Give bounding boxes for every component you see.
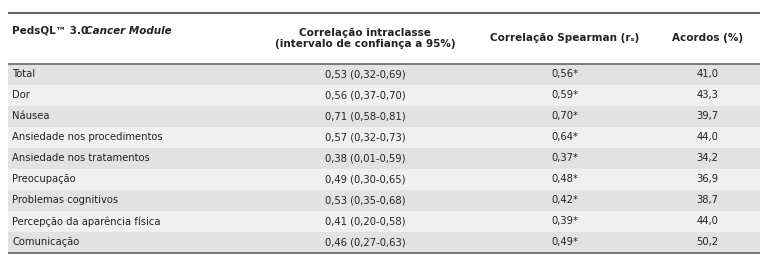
Text: Ansiedade nos procedimentos: Ansiedade nos procedimentos	[12, 132, 163, 143]
Text: 0,59*: 0,59*	[551, 90, 578, 101]
Text: 0,56 (0,37-0,70): 0,56 (0,37-0,70)	[325, 90, 406, 101]
Text: Problemas cognitivos: Problemas cognitivos	[12, 195, 118, 206]
Text: 43,3: 43,3	[697, 90, 719, 101]
Text: 0,56*: 0,56*	[551, 69, 578, 80]
Text: Total: Total	[12, 69, 35, 80]
Text: 0,70*: 0,70*	[551, 111, 578, 122]
Text: Preocupação: Preocupação	[12, 174, 76, 185]
Text: 36,9: 36,9	[697, 174, 719, 185]
Text: Correlação Spearman (rₛ): Correlação Spearman (rₛ)	[490, 33, 639, 44]
Text: 0,71 (0,58-0,81): 0,71 (0,58-0,81)	[325, 111, 406, 122]
Text: 34,2: 34,2	[697, 153, 719, 164]
Bar	[8, 148, 760, 169]
Bar	[8, 190, 760, 211]
Text: 0,53 (0,35-0,68): 0,53 (0,35-0,68)	[325, 195, 406, 206]
Text: Correlação intraclasse
(intervalo de confiança a 95%): Correlação intraclasse (intervalo de con…	[275, 28, 455, 49]
Text: PedsQL™ 3.0: PedsQL™ 3.0	[12, 26, 92, 36]
Bar	[8, 232, 760, 253]
Text: Acordos (%): Acordos (%)	[672, 33, 743, 44]
Text: 0,46 (0,27-0,63): 0,46 (0,27-0,63)	[325, 237, 406, 248]
Text: Ansiedade nos tratamentos: Ansiedade nos tratamentos	[12, 153, 150, 164]
Text: 0,64*: 0,64*	[551, 132, 578, 143]
Text: 0,42*: 0,42*	[551, 195, 578, 206]
Text: 39,7: 39,7	[697, 111, 719, 122]
Bar	[8, 127, 760, 148]
Bar	[8, 211, 760, 232]
Text: Dor: Dor	[12, 90, 30, 101]
Bar	[8, 13, 760, 64]
Text: 0,41 (0,20-0,58): 0,41 (0,20-0,58)	[325, 216, 406, 227]
Text: 0,49 (0,30-0,65): 0,49 (0,30-0,65)	[325, 174, 406, 185]
Text: Cancer Module: Cancer Module	[85, 26, 172, 36]
Text: 0,53 (0,32-0,69): 0,53 (0,32-0,69)	[325, 69, 406, 80]
Text: 44,0: 44,0	[697, 216, 719, 227]
Text: 0,37*: 0,37*	[551, 153, 578, 164]
Text: 50,2: 50,2	[697, 237, 719, 248]
Bar	[8, 64, 760, 85]
Text: Comunicação: Comunicação	[12, 237, 80, 248]
Bar	[8, 85, 760, 106]
Text: Náusea: Náusea	[12, 111, 50, 122]
Text: 0,48*: 0,48*	[551, 174, 578, 185]
Text: 38,7: 38,7	[697, 195, 719, 206]
Text: Percepção da aparência física: Percepção da aparência física	[12, 216, 161, 227]
Text: 41,0: 41,0	[697, 69, 719, 80]
Text: 0,57 (0,32-0,73): 0,57 (0,32-0,73)	[325, 132, 406, 143]
Text: 44,0: 44,0	[697, 132, 719, 143]
Text: 0,38 (0,01-0,59): 0,38 (0,01-0,59)	[325, 153, 406, 164]
Bar	[8, 106, 760, 127]
Bar	[8, 169, 760, 190]
Text: 0,49*: 0,49*	[551, 237, 578, 248]
Text: 0,39*: 0,39*	[551, 216, 578, 227]
